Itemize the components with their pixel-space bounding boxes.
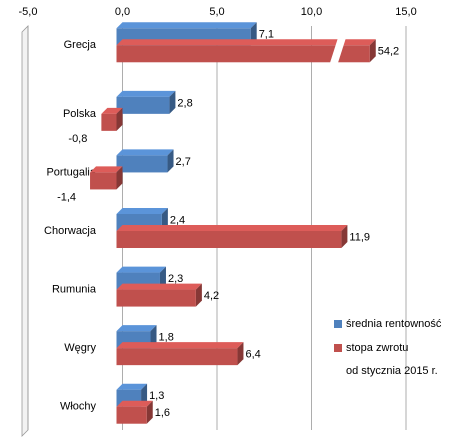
data-label: 2,8 <box>177 97 192 109</box>
bar-face <box>116 90 176 97</box>
data-label: -1,4 <box>57 191 76 203</box>
bar <box>116 90 176 114</box>
bar-face <box>169 90 176 114</box>
bar <box>116 38 376 64</box>
data-label: 7,1 <box>259 29 274 41</box>
bar-face <box>116 406 147 424</box>
x-tick-label: 5,0 <box>209 6 224 18</box>
data-label: 1,8 <box>159 332 174 344</box>
bar-face <box>116 283 202 290</box>
bar <box>90 166 123 190</box>
category-label: Polska <box>63 108 97 120</box>
data-label: 6,4 <box>245 349 260 361</box>
bar-face <box>116 225 348 231</box>
bar-face <box>167 149 174 173</box>
bar-face <box>116 166 123 190</box>
bar-face <box>116 22 257 29</box>
data-label: 11,9 <box>349 231 370 243</box>
bar <box>116 342 244 366</box>
data-label: -0,8 <box>68 133 87 145</box>
axis-wall <box>21 25 29 437</box>
data-label: 2,7 <box>176 156 191 168</box>
bar-face <box>101 113 117 131</box>
bar-face <box>90 172 117 190</box>
category-label: Węgry <box>64 342 96 354</box>
bar-face <box>116 231 342 248</box>
bar-face <box>116 325 157 332</box>
bar-face <box>90 166 123 173</box>
bar-face <box>116 348 238 366</box>
bar <box>116 149 174 173</box>
data-label: 1,6 <box>155 407 170 419</box>
data-label: 2,3 <box>168 273 183 285</box>
data-label: 54,2 <box>378 46 399 58</box>
category-label: Portugalia <box>46 166 96 178</box>
bar-face <box>116 107 123 131</box>
x-tick-label: 0,0 <box>115 6 130 18</box>
bar-face <box>329 38 346 64</box>
bar-face <box>237 342 244 366</box>
annotation: od stycznia 2015 r. <box>346 365 438 377</box>
bar-face <box>146 400 153 424</box>
bar-face <box>369 39 376 63</box>
bar-face <box>116 96 170 114</box>
category-label: Chorwacja <box>44 225 97 237</box>
x-tick-label: 15,0 <box>395 6 416 18</box>
bar-face <box>116 155 168 173</box>
bar-face <box>116 383 148 390</box>
bar-face <box>341 225 348 248</box>
bar-face <box>116 400 153 407</box>
bar <box>116 225 348 248</box>
bar-face <box>116 289 196 307</box>
legend-label: stopa zwrotu <box>346 342 408 354</box>
category-label: Grecja <box>64 39 97 51</box>
data-label: 2,4 <box>170 214 185 226</box>
bar <box>116 283 202 307</box>
x-tick-label: -5,0 <box>19 6 38 18</box>
bar-face <box>116 149 174 156</box>
category-label: Rumunia <box>52 283 97 295</box>
bar <box>101 107 123 131</box>
bar <box>116 400 153 424</box>
bar-face <box>116 342 244 349</box>
data-label: 4,2 <box>204 290 219 302</box>
bar-face <box>116 208 168 214</box>
bar-face <box>195 283 202 307</box>
legend-label: średnia rentowność <box>346 318 442 330</box>
bar-face <box>116 39 376 46</box>
data-label: 1,3 <box>149 390 164 402</box>
x-tick-label: 10,0 <box>301 6 322 18</box>
category-label: Włochy <box>60 401 97 413</box>
bar-face <box>116 266 166 273</box>
legend-swatch <box>334 344 342 352</box>
bar-face <box>101 107 123 114</box>
bar-face <box>116 45 370 63</box>
legend-swatch <box>334 320 342 328</box>
